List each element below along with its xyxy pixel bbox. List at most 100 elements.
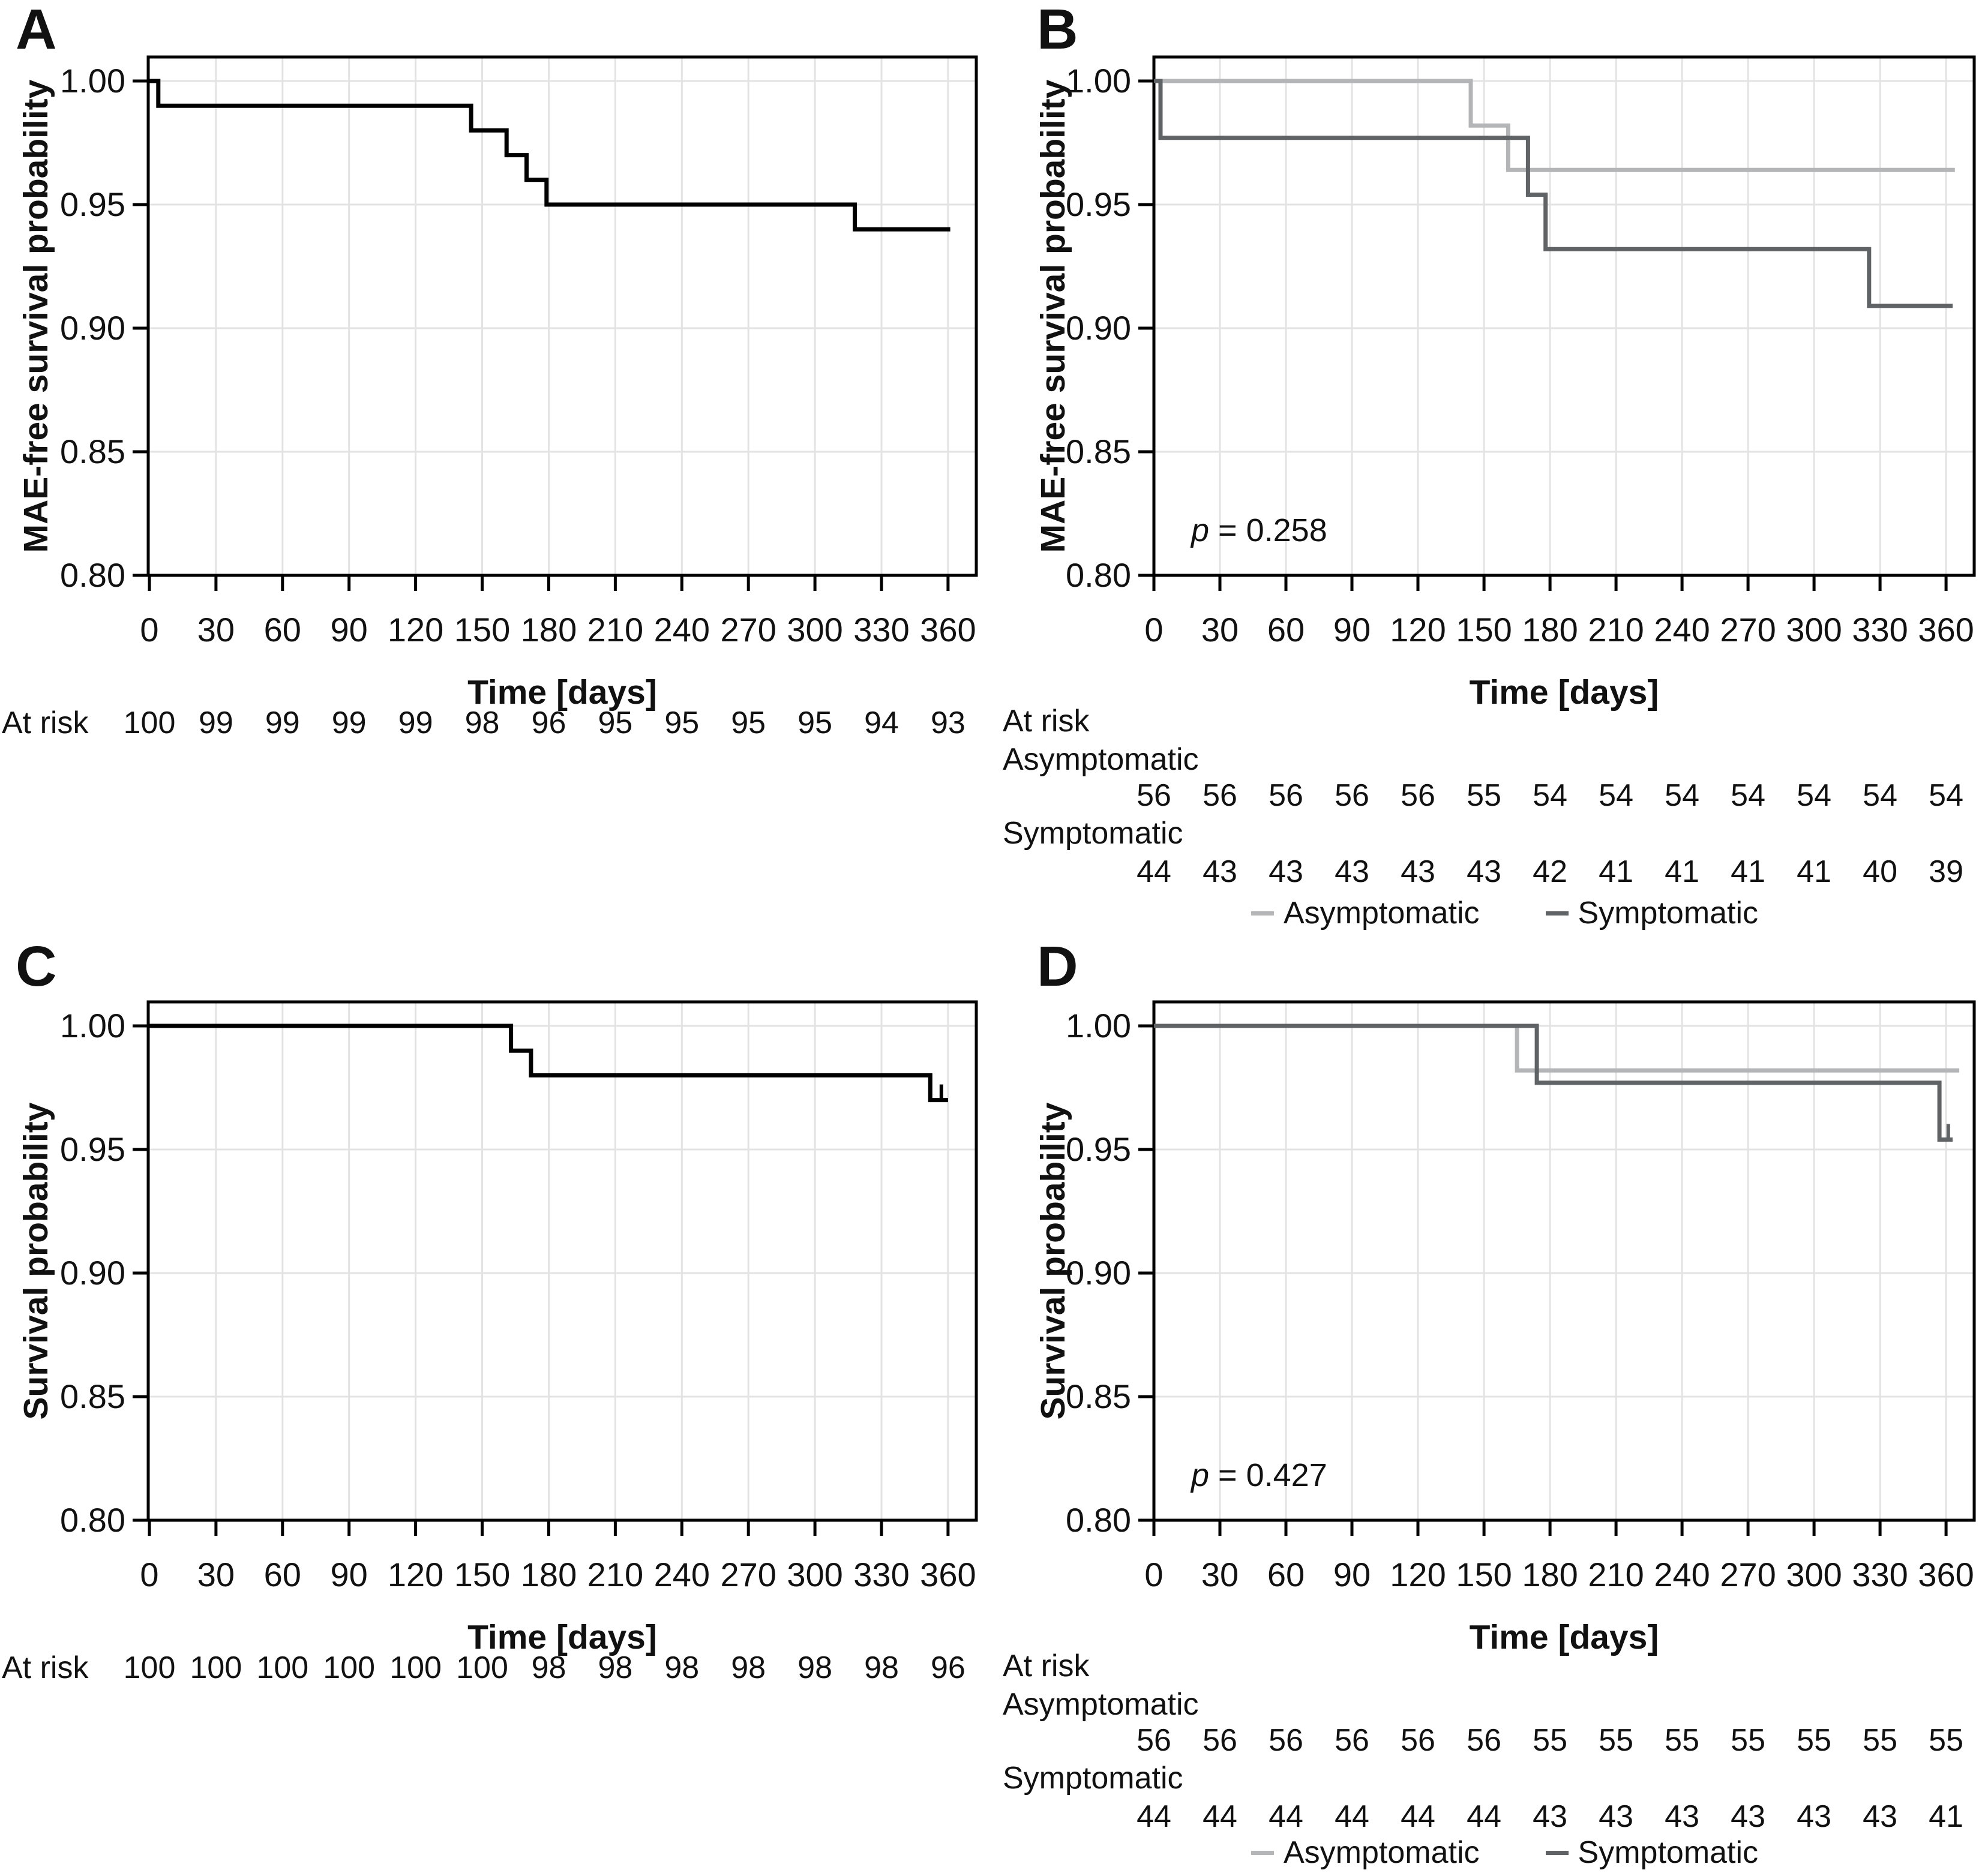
at-risk-value: 55 <box>1533 1723 1568 1758</box>
y-tick-label: 0.80 <box>1066 1501 1131 1539</box>
x-tick-label: 300 <box>787 1556 843 1593</box>
at-risk-value: 42 <box>1533 854 1568 889</box>
legend-label: Asymptomatic <box>1284 1835 1480 1870</box>
at-risk-value: 56 <box>1137 778 1171 813</box>
at-risk-value: 98 <box>531 1650 566 1685</box>
at-risk-value: 99 <box>398 706 433 740</box>
x-tick-label: 0 <box>140 1556 159 1593</box>
x-tick-label: 240 <box>653 611 710 649</box>
at-risk-value: 55 <box>1929 1723 1964 1758</box>
x-tick-label: 30 <box>197 1556 235 1593</box>
at-risk-value: 54 <box>1863 778 1898 813</box>
x-tick-label: 270 <box>1720 1556 1776 1593</box>
x-tick-label: 180 <box>1522 1556 1578 1593</box>
at-risk-value: 95 <box>598 706 633 740</box>
legend-line-swatch <box>1251 1850 1274 1855</box>
at-risk-value: 43 <box>1203 854 1237 889</box>
at-risk-label: At risk <box>2 706 89 740</box>
x-tick-label: 330 <box>1852 611 1908 649</box>
at-risk-value: 56 <box>1203 778 1237 813</box>
at-risk-label: At risk <box>1003 1649 1090 1683</box>
at-risk-value: 43 <box>1863 1799 1898 1834</box>
at-risk-value: 100 <box>323 1650 376 1685</box>
x-tick-label: 330 <box>1852 1556 1908 1593</box>
at-risk-value: 43 <box>1731 1799 1766 1834</box>
y-tick-label: 0.90 <box>1066 309 1131 347</box>
at-risk-value: 93 <box>930 706 965 740</box>
y-tick-label: 0.90 <box>60 309 125 347</box>
at-risk-value: 56 <box>1467 1723 1502 1758</box>
at-risk-value: 54 <box>1533 778 1568 813</box>
x-tick-label: 210 <box>1588 1556 1644 1593</box>
at-risk-value: 56 <box>1137 1723 1171 1758</box>
y-tick-label: 0.95 <box>60 1130 125 1168</box>
at-risk-value: 43 <box>1533 1799 1568 1834</box>
x-tick-label: 60 <box>263 1556 301 1593</box>
y-tick-label: 1.00 <box>1066 62 1131 100</box>
at-risk-value: 55 <box>1599 1723 1634 1758</box>
p-value: p = 0.258 <box>1191 511 1327 550</box>
at-risk-value: 43 <box>1665 1799 1700 1834</box>
at-risk-value: 41 <box>1929 1799 1964 1834</box>
at-risk-value: 41 <box>1731 854 1766 889</box>
at-risk-group-asymptomatic: Asymptomatic <box>1003 742 1199 777</box>
legend-line-swatch <box>1251 911 1274 916</box>
x-axis-title: Time [days] <box>1469 1618 1659 1656</box>
x-tick-label: 120 <box>387 1556 444 1593</box>
y-tick-label: 0.90 <box>60 1254 125 1292</box>
at-risk-value: 55 <box>1863 1723 1898 1758</box>
x-tick-label: 30 <box>1201 611 1239 649</box>
at-risk-value: 99 <box>265 706 300 740</box>
x-tick-label: 150 <box>1456 611 1512 649</box>
at-risk-value: 94 <box>864 706 899 740</box>
panel-label-d: D <box>1037 935 1078 998</box>
legend-label: Symptomatic <box>1578 896 1759 931</box>
y-tick-label: 0.95 <box>1066 1130 1131 1168</box>
x-tick-label: 90 <box>330 611 368 649</box>
x-tick-label: 300 <box>1786 1556 1842 1593</box>
y-tick-label: 1.00 <box>60 1007 125 1044</box>
x-tick-label: 300 <box>1786 611 1842 649</box>
at-risk-value: 98 <box>731 1650 766 1685</box>
at-risk-value: 56 <box>1203 1723 1237 1758</box>
at-risk-value: 96 <box>930 1650 965 1685</box>
at-risk-value: 43 <box>1401 854 1435 889</box>
panel-label-a: A <box>16 0 57 61</box>
x-tick-label: 360 <box>1918 1556 1974 1593</box>
at-risk-value: 56 <box>1335 778 1369 813</box>
at-risk-value: 98 <box>464 706 500 740</box>
at-risk-value: 56 <box>1269 778 1303 813</box>
x-tick-label: 330 <box>853 611 910 649</box>
x-tick-label: 0 <box>1144 1556 1164 1593</box>
x-tick-label: 120 <box>387 611 444 649</box>
at-risk-value: 56 <box>1401 778 1435 813</box>
x-tick-label: 60 <box>263 611 301 649</box>
at-risk-value: 95 <box>664 706 700 740</box>
at-risk-value: 99 <box>198 706 233 740</box>
at-risk-value: 100 <box>256 1650 309 1685</box>
at-risk-group-asymptomatic: Asymptomatic <box>1003 1687 1199 1722</box>
at-risk-value: 95 <box>797 706 833 740</box>
at-risk-value: 43 <box>1467 854 1502 889</box>
legend: Asymptomatic Symptomatic <box>1251 895 1758 931</box>
at-risk-value: 98 <box>598 1650 633 1685</box>
at-risk-value: 54 <box>1929 778 1964 813</box>
at-risk-value: 44 <box>1401 1799 1435 1834</box>
at-risk-value: 99 <box>331 706 367 740</box>
at-risk-value: 43 <box>1269 854 1303 889</box>
at-risk-value: 44 <box>1467 1799 1502 1834</box>
x-tick-label: 300 <box>787 611 843 649</box>
x-tick-label: 180 <box>1522 611 1578 649</box>
at-risk-value: 41 <box>1599 854 1634 889</box>
legend-item: Symptomatic <box>1545 1835 1758 1871</box>
x-axis-title: Time [days] <box>467 1618 657 1656</box>
x-tick-label: 360 <box>1918 611 1974 649</box>
at-risk-value: 56 <box>1335 1723 1369 1758</box>
at-risk-value: 44 <box>1137 1799 1171 1834</box>
x-tick-label: 330 <box>853 1556 910 1593</box>
x-tick-label: 90 <box>330 1556 368 1593</box>
legend-line-swatch <box>1545 1850 1569 1855</box>
x-tick-label: 360 <box>920 611 976 649</box>
x-tick-label: 60 <box>1267 611 1305 649</box>
